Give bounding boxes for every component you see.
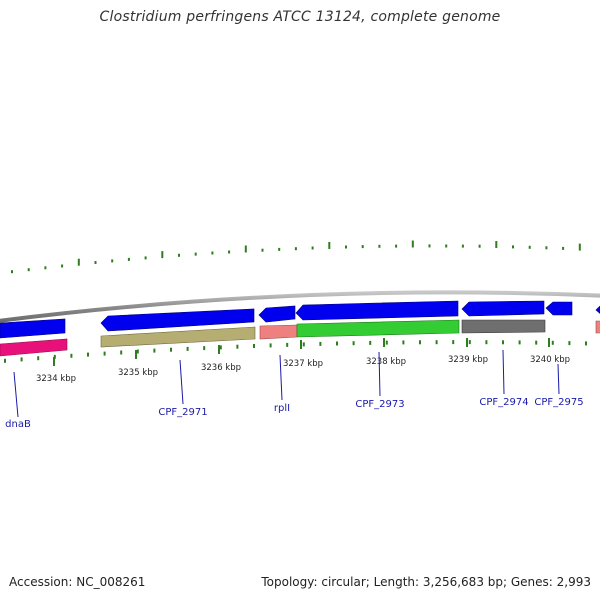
scale-ruler: 3234 kbp 3235 kbp 3236 kbp 3237 kbp 3238… [36, 338, 570, 384]
label-connector [179, 359, 184, 405]
label-connector [378, 351, 381, 397]
label-connector [13, 371, 19, 418]
gene-salmon-rplI [259, 324, 298, 340]
gene-track [0, 300, 600, 357]
gene-gray-CPF_2974 [461, 319, 546, 334]
scale-label: 3238 kbp [366, 357, 406, 367]
gene-label-CPF_2971[interactable]: CPF_2971 [158, 407, 207, 418]
gene-label-rplI[interactable]: rplI [274, 403, 290, 414]
gene-forward-3 [295, 300, 459, 321]
gene-label-CPF_2975[interactable]: CPF_2975 [534, 397, 583, 408]
topology-summary: Topology: circular; Length: 3,256,683 bp… [261, 575, 591, 589]
label-connector [502, 349, 505, 395]
scale-label: 3237 kbp [283, 359, 323, 369]
gene-label-CPF_2974[interactable]: CPF_2974 [479, 397, 528, 408]
scale-label: 3236 kbp [201, 363, 241, 373]
gc-skew-track [4, 240, 587, 363]
gene-label-CPF_2973[interactable]: CPF_2973 [355, 399, 404, 410]
gene-tan-CPF_2971 [100, 326, 256, 348]
gene-forward-6 [595, 305, 600, 314]
label-connector [557, 363, 560, 395]
gene-forward-4 [461, 300, 545, 317]
gene-label-dnaB[interactable]: dnaB [5, 419, 31, 430]
scale-label: 3239 kbp [448, 355, 488, 365]
scale-label: 3234 kbp [36, 374, 76, 384]
gene-forward-dnaB [0, 318, 66, 339]
genome-backbone [0, 290, 600, 323]
scale-label: 3240 kbp [530, 355, 570, 365]
gene-labels: dnaB CPF_2971 rplI CPF_2973 CPF_2974 CPF… [5, 349, 584, 430]
gene-forward-1 [100, 308, 255, 332]
gene-salmon-2 [595, 320, 600, 334]
label-connector [279, 354, 283, 401]
gene-forward-2 [258, 305, 296, 323]
accession-text: Accession: NC_008261 [9, 575, 146, 589]
genome-title: Clostridium perfringens ATCC 13124, comp… [99, 9, 501, 25]
gene-forward-5 [545, 301, 573, 316]
gene-magenta-dnaB [0, 338, 68, 357]
scale-label: 3235 kbp [118, 368, 158, 378]
gene-green-CPF_2973 [296, 319, 460, 338]
